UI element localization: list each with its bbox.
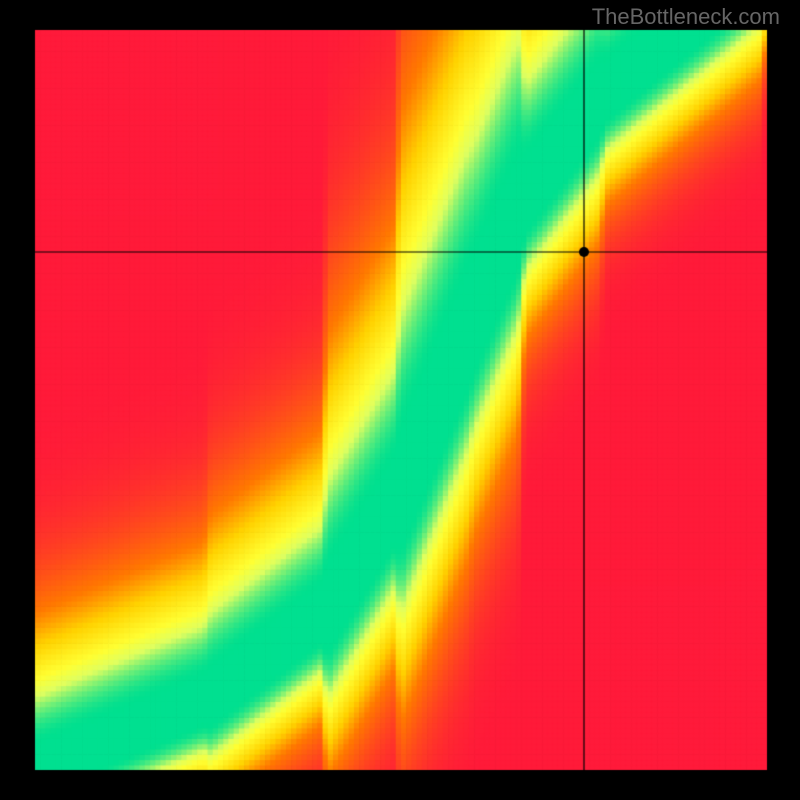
watermark-text: TheBottleneck.com bbox=[592, 4, 780, 30]
bottleneck-heatmap bbox=[0, 0, 800, 800]
chart-container: TheBottleneck.com bbox=[0, 0, 800, 800]
